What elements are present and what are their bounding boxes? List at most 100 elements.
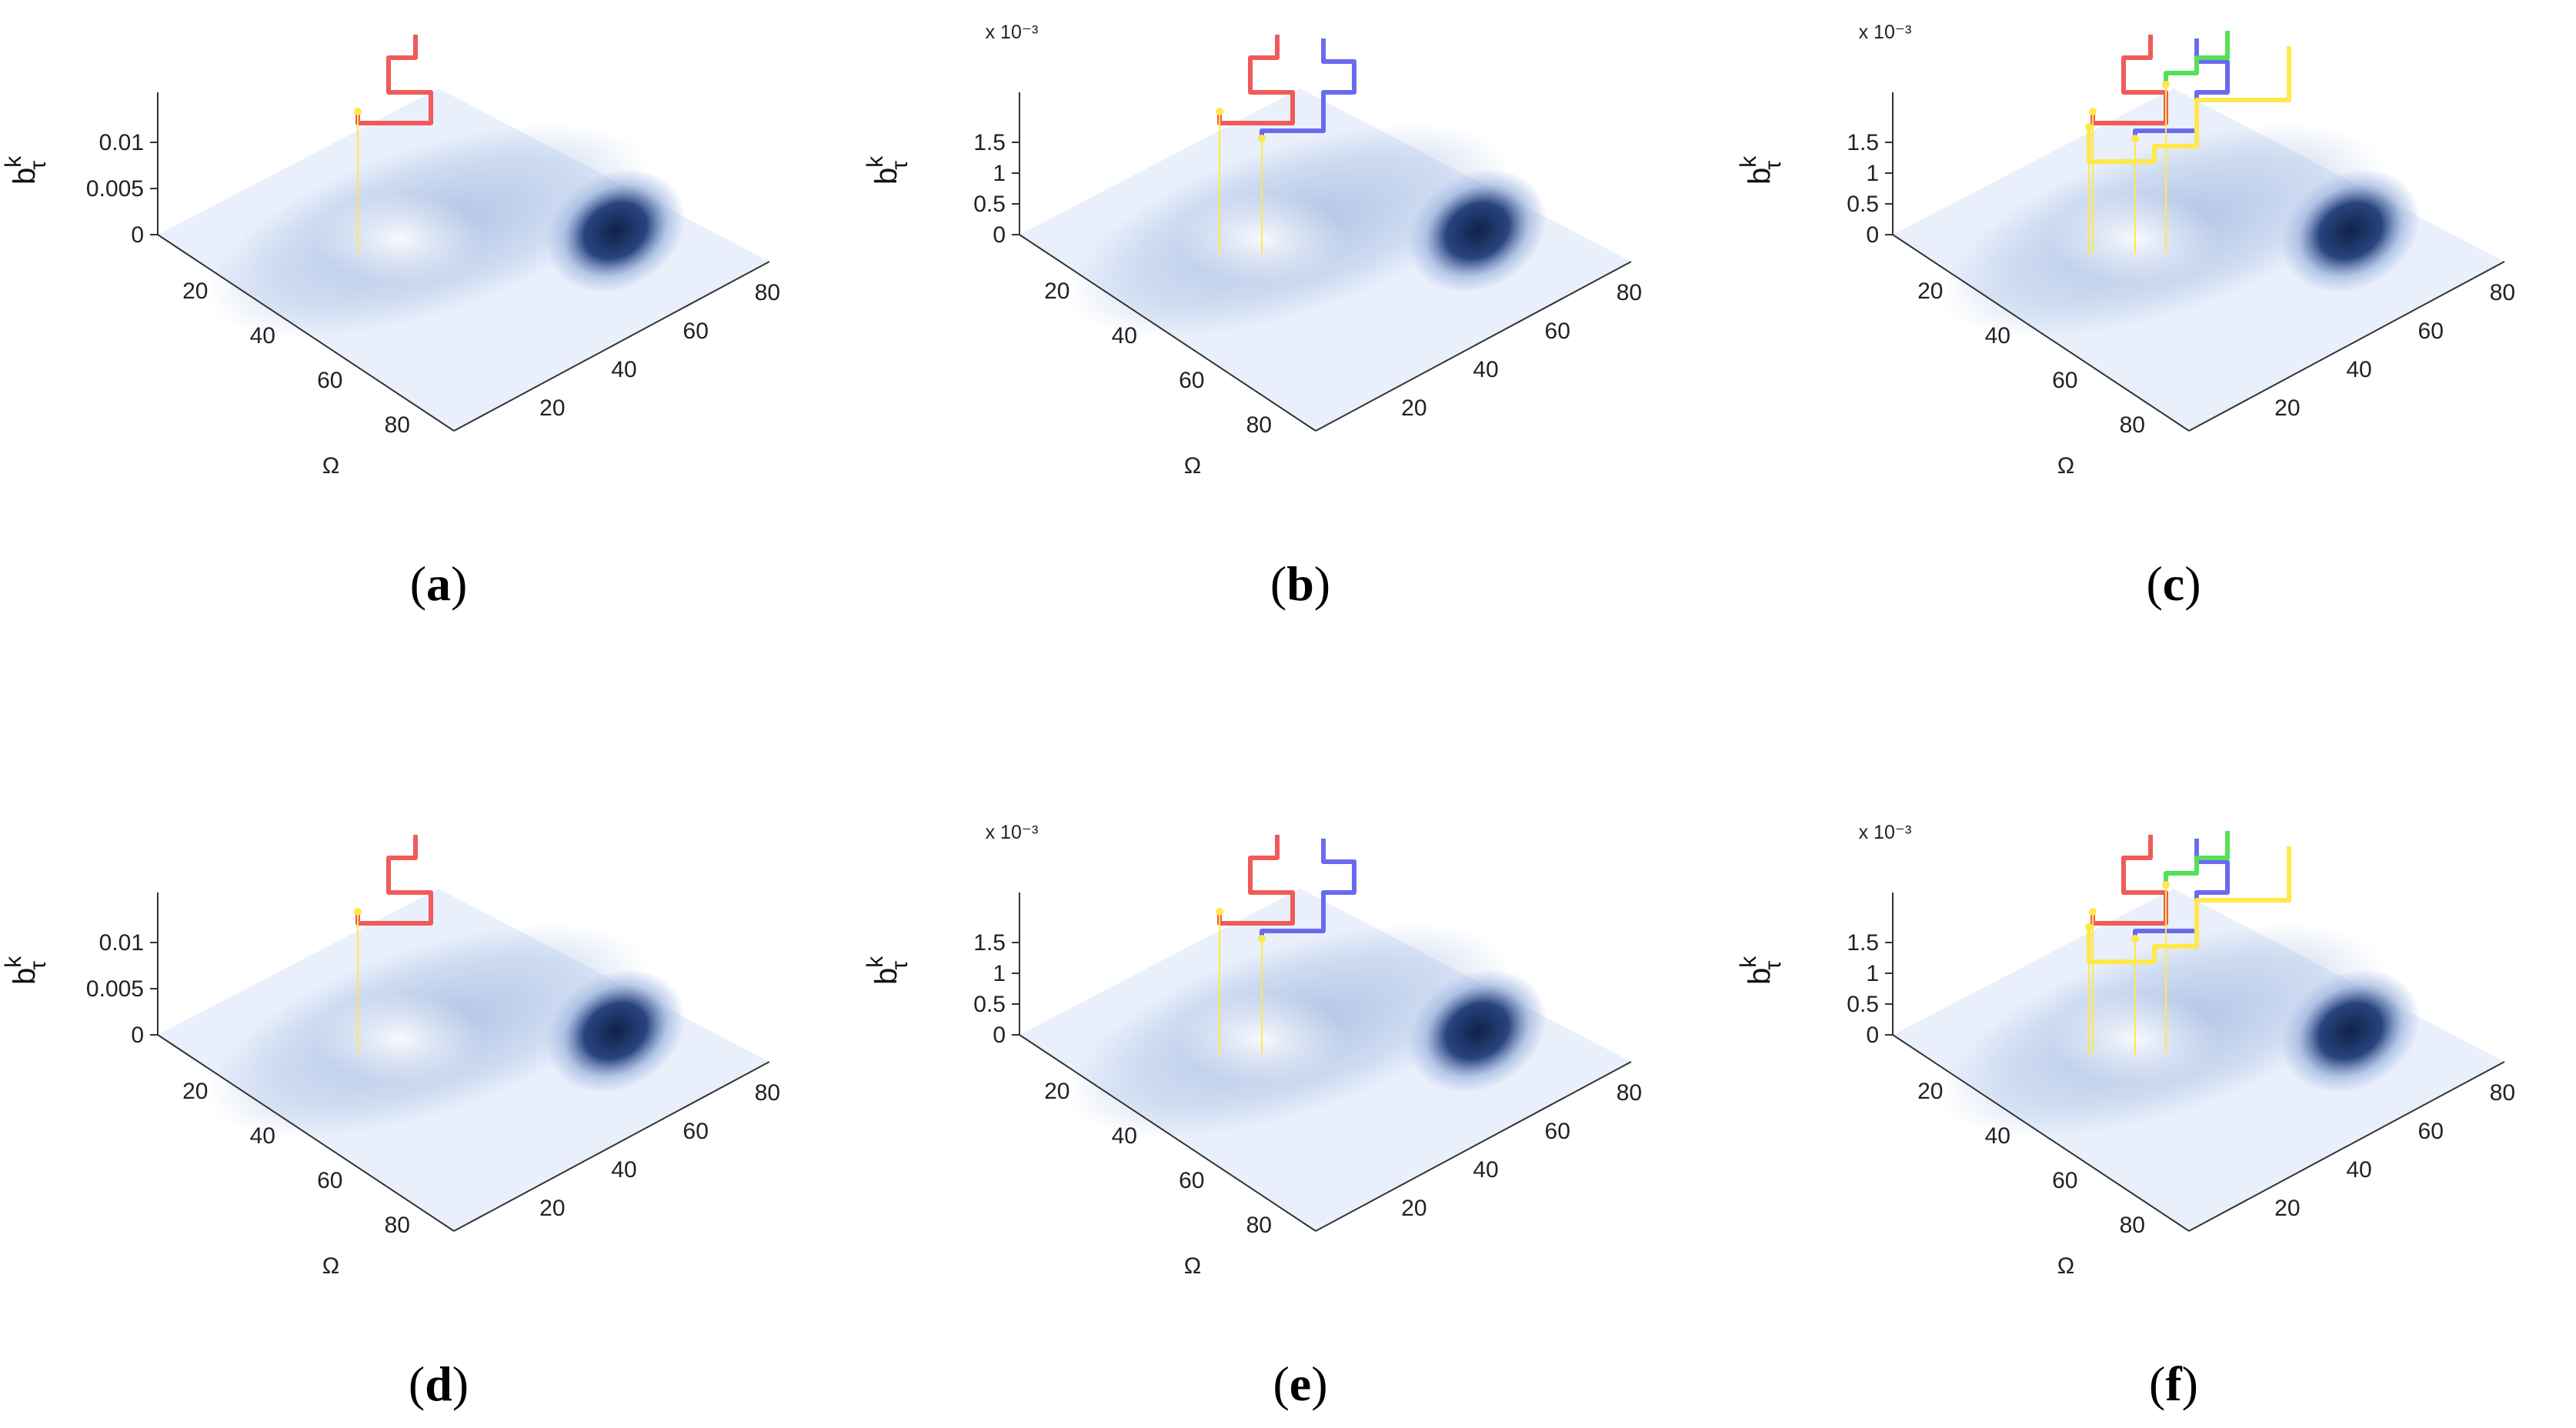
- y-tick-label: 20: [2274, 395, 2300, 421]
- x-tick-label: 40: [1985, 323, 2010, 349]
- x-tick-label: 20: [1917, 279, 1943, 304]
- path-marker: [2131, 935, 2139, 943]
- z-tick-label: 1.5: [973, 130, 1006, 155]
- y-tick-label: 20: [1401, 395, 1426, 421]
- z-tick-label: 1.5: [1847, 930, 1879, 956]
- path-marker: [1216, 108, 1223, 115]
- y-tick-label: 40: [611, 357, 636, 382]
- caption-letter: a: [426, 556, 451, 611]
- x-tick-label: 40: [1112, 323, 1137, 349]
- x-tick-label: 20: [1044, 1079, 1069, 1104]
- x-axis-label: Ω: [1184, 1253, 1201, 1279]
- z-tick-label: 0.5: [1847, 992, 1879, 1017]
- path-marker: [354, 108, 362, 115]
- caption-letter: b: [1286, 556, 1314, 611]
- path-marker: [2085, 923, 2093, 931]
- y-axis-line: [453, 261, 770, 432]
- path-marker: [354, 908, 362, 916]
- surface-peak: [1407, 168, 1547, 293]
- z-scale-label: x 10⁻³: [1859, 22, 1912, 43]
- path-red: [355, 835, 433, 926]
- x-tick-label: 60: [2052, 1168, 2077, 1193]
- x-tick-label: 40: [250, 1123, 275, 1149]
- x-tick-label: 80: [2120, 412, 2145, 438]
- z-label-sub: τ: [1760, 161, 1786, 170]
- x-tick-label: 60: [1179, 368, 1204, 393]
- z-tick-label: 1.5: [1847, 130, 1879, 155]
- z-label-base: b: [1743, 968, 1777, 985]
- x-axis-label: Ω: [322, 1253, 339, 1279]
- path-marker: [1216, 908, 1223, 916]
- z-axis-label: bkτ: [863, 956, 913, 985]
- x-tick-label: 80: [1246, 412, 1272, 438]
- y-tick-label: 80: [755, 280, 780, 305]
- y-tick-label: 60: [1545, 1119, 1570, 1144]
- y-axis-line: [2188, 1061, 2505, 1232]
- z-label-sup: k: [863, 956, 888, 968]
- path-red: [355, 35, 433, 125]
- x-axis-line: [1892, 234, 2190, 432]
- z-label-base: b: [869, 168, 903, 185]
- z-tick-label: 1: [993, 161, 1006, 186]
- z-label-sup: k: [1, 155, 26, 168]
- y-tick-label: 20: [539, 1196, 565, 1221]
- x-tick-label: 80: [385, 412, 410, 438]
- path-green: [2164, 831, 2230, 885]
- x-tick-label: 60: [317, 1168, 342, 1193]
- z-tick-label: 0: [1866, 222, 1879, 248]
- z-label-sup: k: [1, 956, 26, 968]
- y-tick-label: 60: [2418, 1119, 2444, 1144]
- z-label-base: b: [8, 168, 42, 185]
- y-axis-line: [1315, 1061, 1632, 1232]
- z-tick-label: 0: [993, 1023, 1006, 1048]
- panel-caption: (a): [410, 556, 468, 611]
- y-tick-label: 60: [2418, 319, 2444, 344]
- surface-peak: [546, 969, 686, 1093]
- path-red: [1217, 835, 1295, 926]
- z-axis-label: bkτ: [1736, 155, 1786, 185]
- z-label-sub: τ: [1760, 961, 1786, 970]
- x-tick-label: 20: [1917, 1079, 1943, 1104]
- path-marker: [2089, 108, 2097, 115]
- z-label-sub: τ: [887, 961, 913, 970]
- caption-close: ): [1311, 1356, 1327, 1411]
- path-marker: [1258, 935, 1266, 943]
- x-axis-label: Ω: [1184, 453, 1201, 479]
- caption-open: (: [1273, 1356, 1289, 1411]
- x-axis-line: [1892, 1034, 2190, 1232]
- path-marker: [2131, 135, 2139, 142]
- y-tick-label: 40: [1473, 1157, 1498, 1183]
- x-axis-label: Ω: [322, 453, 339, 479]
- y-axis-line: [1315, 261, 1632, 432]
- z-tick-label: 0: [993, 222, 1006, 248]
- z-label-sub: τ: [25, 961, 51, 970]
- path-yellow: [2087, 846, 2291, 964]
- z-tick-label: 0.005: [86, 976, 144, 1002]
- z-tick-label: 0.005: [86, 176, 144, 202]
- y-tick-label: 80: [1617, 1080, 1642, 1106]
- path-marker: [2089, 908, 2097, 916]
- caption-close: ): [451, 556, 467, 611]
- y-axis-line: [453, 1061, 770, 1232]
- z-label-sup: k: [1736, 155, 1761, 168]
- path-blue: [1260, 839, 1356, 939]
- caption-open: (: [410, 556, 426, 611]
- caption-letter: e: [1290, 1356, 1311, 1411]
- caption-close: ): [1314, 556, 1330, 611]
- x-axis-line: [1019, 1034, 1316, 1232]
- surface-trough: [315, 993, 485, 1085]
- z-label-base: b: [869, 968, 903, 985]
- caption-close: ): [452, 1356, 469, 1411]
- y-tick-label: 60: [1545, 319, 1570, 344]
- panel-c: 0 0.5 1 1.5 x 10⁻³ bkτ 20 40 60 80 Ω 20 40 60 80 (c): [1736, 22, 2515, 611]
- y-tick-label: 40: [611, 1157, 636, 1183]
- panel-caption: (c): [2146, 556, 2201, 611]
- z-tick-label: 1: [993, 961, 1006, 986]
- caption-open: (: [2146, 556, 2162, 611]
- z-scale-label: x 10⁻³: [1859, 822, 1912, 843]
- surface-trough: [315, 192, 485, 285]
- caption-close: ): [2184, 556, 2201, 611]
- x-tick-label: 20: [182, 1079, 208, 1104]
